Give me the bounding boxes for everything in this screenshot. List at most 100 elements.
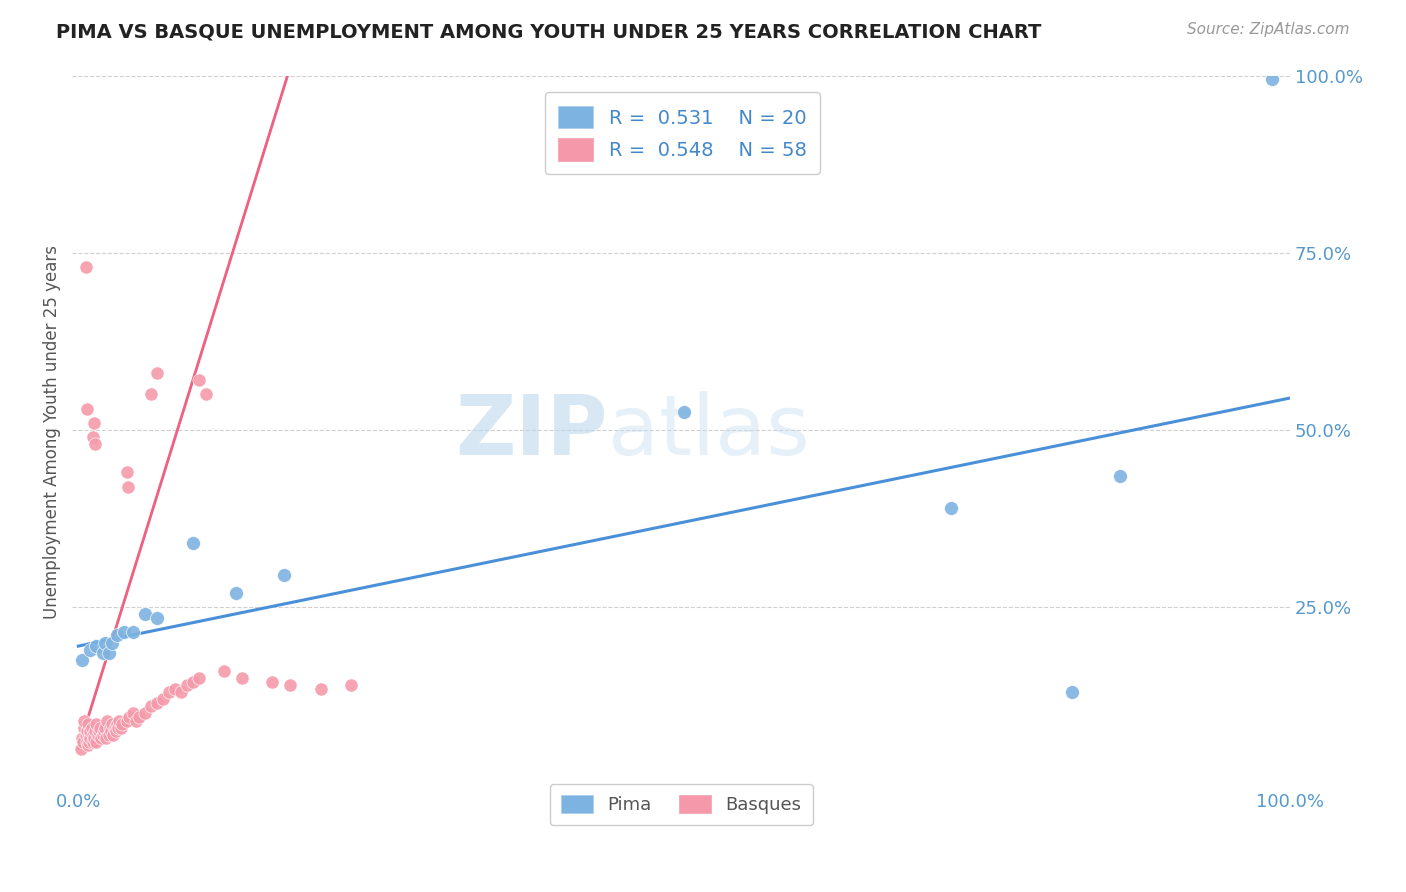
Point [1109, 469, 1132, 483]
Point [118, 710, 141, 724]
Point [101, 635, 124, 649]
Point [128, 710, 150, 724]
Point [69, 742, 91, 756]
Point [77, 728, 100, 742]
Point [115, 466, 138, 480]
Point [188, 671, 211, 685]
Point [79, 731, 101, 746]
Point [139, 699, 162, 714]
Point [107, 721, 129, 735]
Point [111, 717, 134, 731]
Point [77, 735, 100, 749]
Point [93, 724, 115, 739]
Point [73, 721, 96, 735]
Point [939, 500, 962, 515]
Text: PIMA VS BASQUE UNEMPLOYMENT AMONG YOUTH UNDER 25 YEARS CORRELATION CHART: PIMA VS BASQUE UNEMPLOYMENT AMONG YOUTH … [56, 22, 1042, 41]
Point [100, 724, 122, 739]
Point [70, 653, 93, 667]
Point [96, 714, 118, 728]
Text: ZIP: ZIP [456, 392, 607, 472]
Point [86, 728, 108, 742]
Point [231, 671, 253, 685]
Point [91, 646, 114, 660]
Point [94, 721, 117, 735]
Point [97, 646, 120, 660]
Point [98, 721, 121, 735]
Point [70, 731, 93, 746]
Point [79, 724, 101, 739]
Point [103, 728, 125, 742]
Point [82, 430, 104, 444]
Point [134, 607, 156, 622]
Point [262, 674, 284, 689]
Point [89, 721, 111, 735]
Point [77, 717, 100, 731]
Point [115, 714, 138, 728]
Point [176, 678, 198, 692]
Point [146, 696, 169, 710]
Point [91, 728, 114, 742]
Point [108, 714, 131, 728]
Point [96, 731, 118, 746]
Point [82, 728, 104, 742]
Point [76, 401, 98, 416]
Point [273, 568, 295, 582]
Point [77, 739, 100, 753]
Point [105, 628, 128, 642]
Point [82, 735, 104, 749]
Point [280, 678, 302, 692]
Point [165, 681, 187, 696]
Point [72, 735, 94, 749]
Point [90, 731, 112, 746]
Point [105, 717, 128, 731]
Point [76, 735, 98, 749]
Text: atlas: atlas [607, 392, 810, 472]
Point [83, 416, 105, 430]
Point [84, 724, 107, 739]
Point [117, 480, 139, 494]
Point [194, 387, 217, 401]
Point [212, 664, 235, 678]
Text: Source: ZipAtlas.com: Source: ZipAtlas.com [1187, 22, 1350, 37]
Point [146, 611, 169, 625]
Point [86, 639, 108, 653]
Point [340, 678, 363, 692]
Point [79, 642, 101, 657]
Point [86, 717, 108, 731]
Point [94, 635, 117, 649]
Point [84, 437, 107, 451]
Point [97, 728, 120, 742]
Point [121, 706, 143, 721]
Point [134, 706, 156, 721]
Point [75, 728, 97, 742]
Point [110, 721, 132, 735]
Point [170, 685, 193, 699]
Point [112, 624, 135, 639]
Point [83, 731, 105, 746]
Point [1261, 72, 1284, 87]
Point [104, 721, 127, 735]
Point [183, 536, 205, 550]
Point [86, 735, 108, 749]
Point [152, 692, 174, 706]
Point [183, 674, 205, 689]
Point [73, 714, 96, 728]
Y-axis label: Unemployment Among Youth under 25 years: Unemployment Among Youth under 25 years [44, 244, 60, 619]
Point [309, 681, 332, 696]
Point [104, 724, 127, 739]
Point [75, 260, 97, 274]
Point [76, 724, 98, 739]
Point [225, 586, 247, 600]
Point [139, 387, 162, 401]
Point [157, 685, 180, 699]
Point [673, 405, 696, 419]
Point [87, 724, 110, 739]
Point [146, 366, 169, 380]
Point [188, 373, 211, 387]
Point [80, 721, 103, 735]
Legend: Pima, Basques: Pima, Basques [550, 784, 813, 825]
Point [121, 624, 143, 639]
Point [125, 714, 148, 728]
Point [101, 717, 124, 731]
Point [1060, 685, 1083, 699]
